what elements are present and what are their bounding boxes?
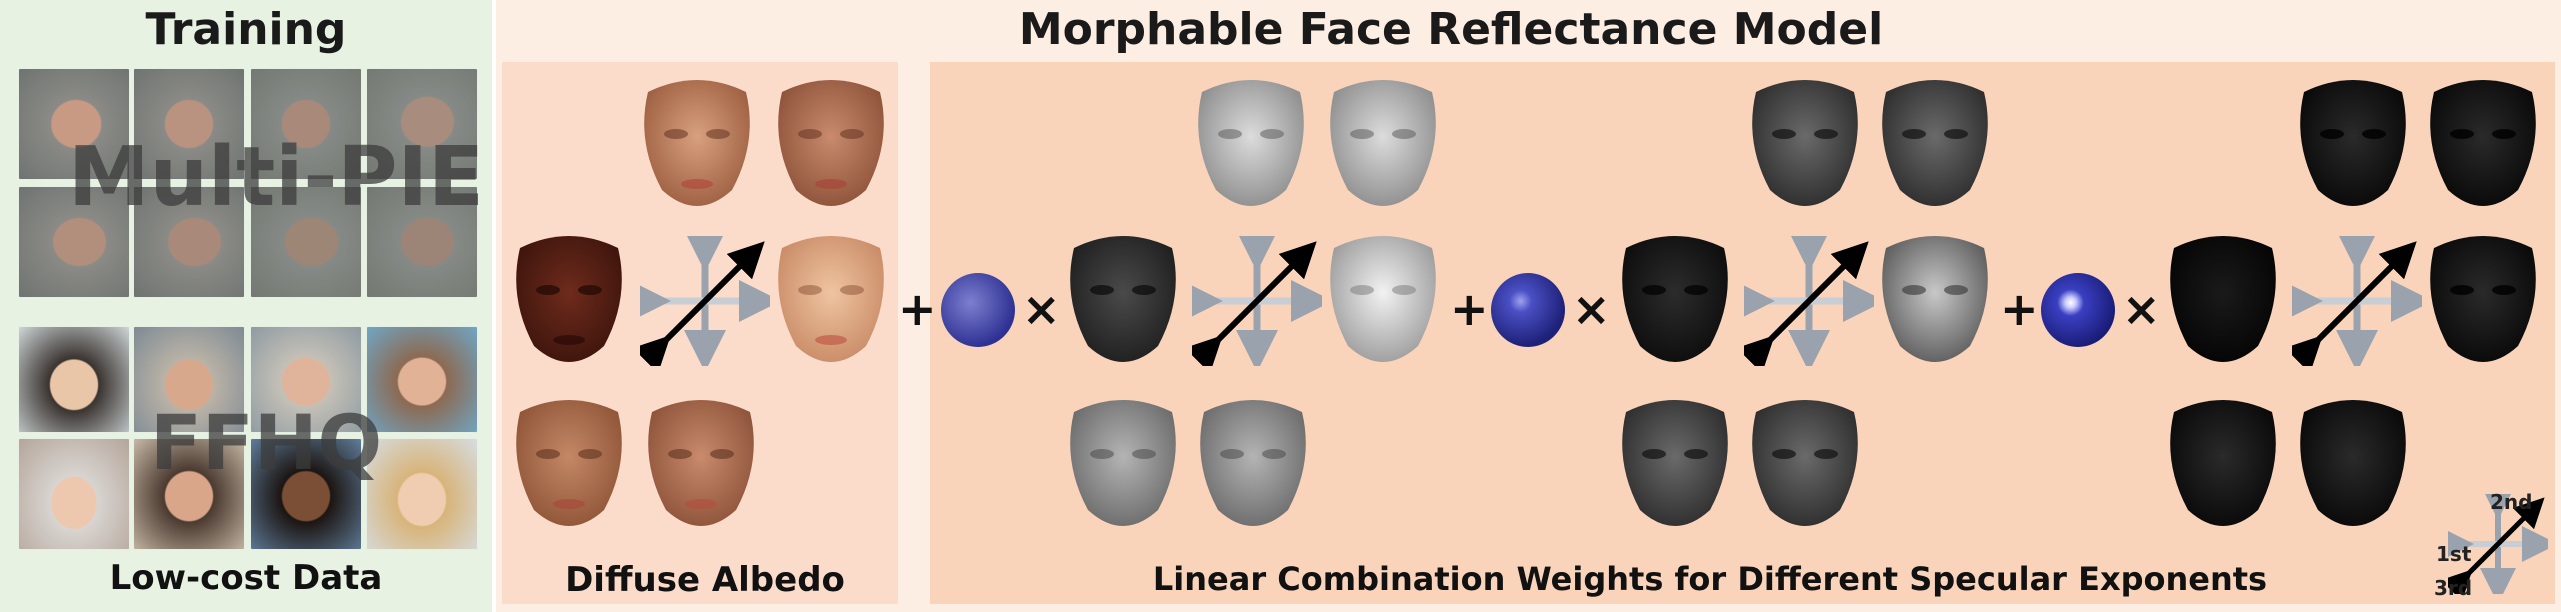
direction-arrows [2292, 236, 2422, 366]
face-render [2170, 236, 2276, 362]
thumbnail-image [18, 68, 130, 180]
legend-2nd: 2nd [2490, 490, 2533, 514]
times-operator: × [1022, 282, 1061, 336]
face-render [1882, 80, 1988, 206]
face-render [1070, 400, 1176, 526]
face-render [1330, 80, 1436, 206]
thumbnail-image [250, 68, 362, 180]
specular-sphere-1 [941, 273, 1015, 347]
face-render [2170, 400, 2276, 526]
direction-arrows [640, 236, 770, 366]
diffuse-caption: Diffuse Albedo [565, 560, 845, 600]
training-caption: Low-cost Data [109, 558, 383, 598]
face-render [644, 80, 750, 206]
plus-operator: + [1450, 282, 1489, 336]
face-render [1198, 80, 1304, 206]
face-render [778, 236, 884, 362]
face-render [778, 80, 884, 206]
face-render [1070, 236, 1176, 362]
plus-operator: + [2000, 282, 2039, 336]
thumbnail-image [133, 438, 245, 550]
thumbnail-image [18, 186, 130, 298]
direction-arrows [1744, 236, 1874, 366]
face-render [1622, 400, 1728, 526]
thumbnail-image [133, 326, 245, 433]
times-operator: × [1572, 282, 1611, 336]
thumbnail-image [250, 326, 362, 433]
face-render [2300, 400, 2406, 526]
face-render [1622, 236, 1728, 362]
thumbnail-image [366, 326, 478, 433]
specular-sphere-2 [1491, 273, 1565, 347]
direction-arrows [1192, 236, 1322, 366]
face-render [2430, 80, 2536, 206]
thumbnail-image [366, 438, 478, 550]
times-operator: × [2122, 282, 2161, 336]
model-title: Morphable Face Reflectance Model [1018, 4, 1884, 55]
thumbnail-image [133, 186, 245, 298]
face-render [516, 400, 622, 526]
face-render [2300, 80, 2406, 206]
thumbnail-image [18, 438, 130, 550]
direction-legend-arrows [2448, 494, 2548, 594]
face-render [1752, 400, 1858, 526]
face-render [2430, 236, 2536, 362]
thumbnail-image [18, 326, 130, 433]
face-render [648, 400, 754, 526]
training-title: Training [145, 4, 347, 55]
face-render [1330, 236, 1436, 362]
thumbnail-image [366, 68, 478, 180]
plus-operator: + [898, 282, 937, 336]
legend-3rd: 3rd [2434, 576, 2473, 600]
thumbnail-image [250, 186, 362, 298]
specular-sphere-3 [2041, 273, 2115, 347]
thumbnail-image [133, 68, 245, 180]
thumbnail-image [366, 186, 478, 298]
legend-1st: 1st [2436, 542, 2472, 566]
face-render [1882, 236, 1988, 362]
face-render [516, 236, 622, 362]
thumbnail-image [250, 438, 362, 550]
face-render [1752, 80, 1858, 206]
face-render [1200, 400, 1306, 526]
specular-caption: Linear Combination Weights for Different… [1152, 560, 2268, 598]
